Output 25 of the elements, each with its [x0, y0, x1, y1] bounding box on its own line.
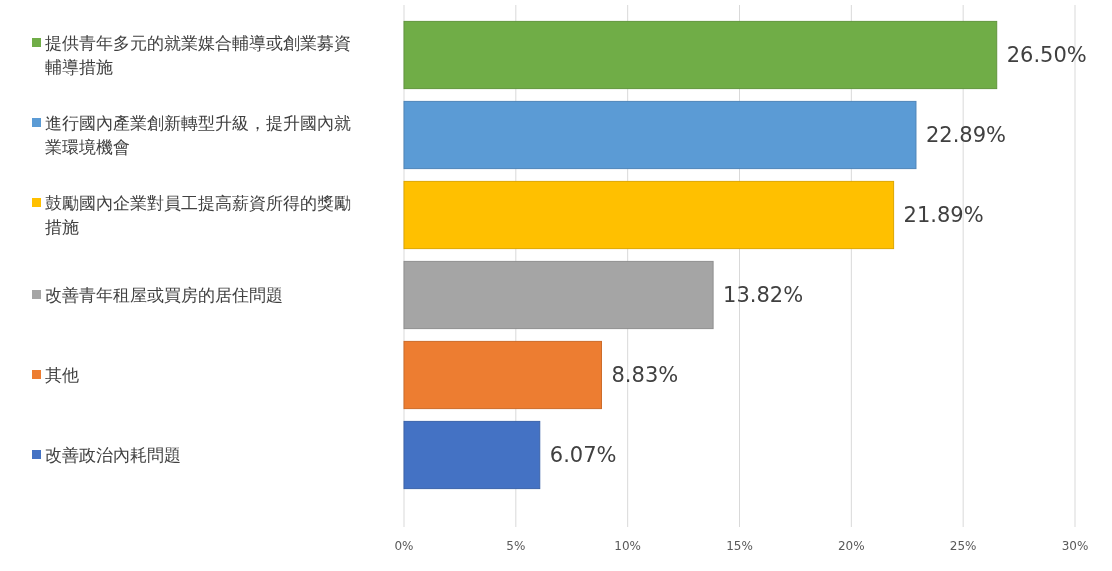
y-tick-label: 改善青年租屋或買房的居住問題 [45, 285, 283, 305]
y-tick-label: 進行國內產業創新轉型升級，提升國內就業環境機會 [45, 113, 351, 157]
data-label: 21.89% [903, 203, 984, 227]
y-tick-label: 改善政治內耗問題 [45, 445, 181, 465]
data-label: 8.83% [611, 363, 679, 387]
bar [403, 100, 917, 170]
x-tick-label: 5% [506, 539, 526, 553]
data-label: 22.89% [925, 123, 1007, 147]
x-tick-label: 0% [394, 539, 414, 553]
y-tick-label: 提供青年多元的就業媒合輔導或創業募資輔導措施 [45, 33, 351, 77]
y-tick-label: 其他 [45, 365, 79, 385]
bar [403, 260, 714, 330]
x-tick-label: 15% [726, 539, 753, 553]
x-tick-label: 30% [1061, 539, 1089, 553]
data-label: 13.82% [723, 283, 804, 307]
bar [403, 420, 541, 490]
bar [403, 340, 602, 410]
bar [403, 20, 998, 90]
x-tick-label: 10% [614, 539, 641, 553]
bar [403, 180, 895, 250]
x-tick-label: 25% [949, 539, 977, 553]
y-tick-label: 鼓勵國內企業對員工提高薪資所得的獎勵措施 [45, 193, 351, 237]
data-label: 6.07% [549, 443, 617, 467]
x-tick-label: 20% [838, 539, 865, 553]
data-label: 26.50% [1006, 43, 1087, 67]
